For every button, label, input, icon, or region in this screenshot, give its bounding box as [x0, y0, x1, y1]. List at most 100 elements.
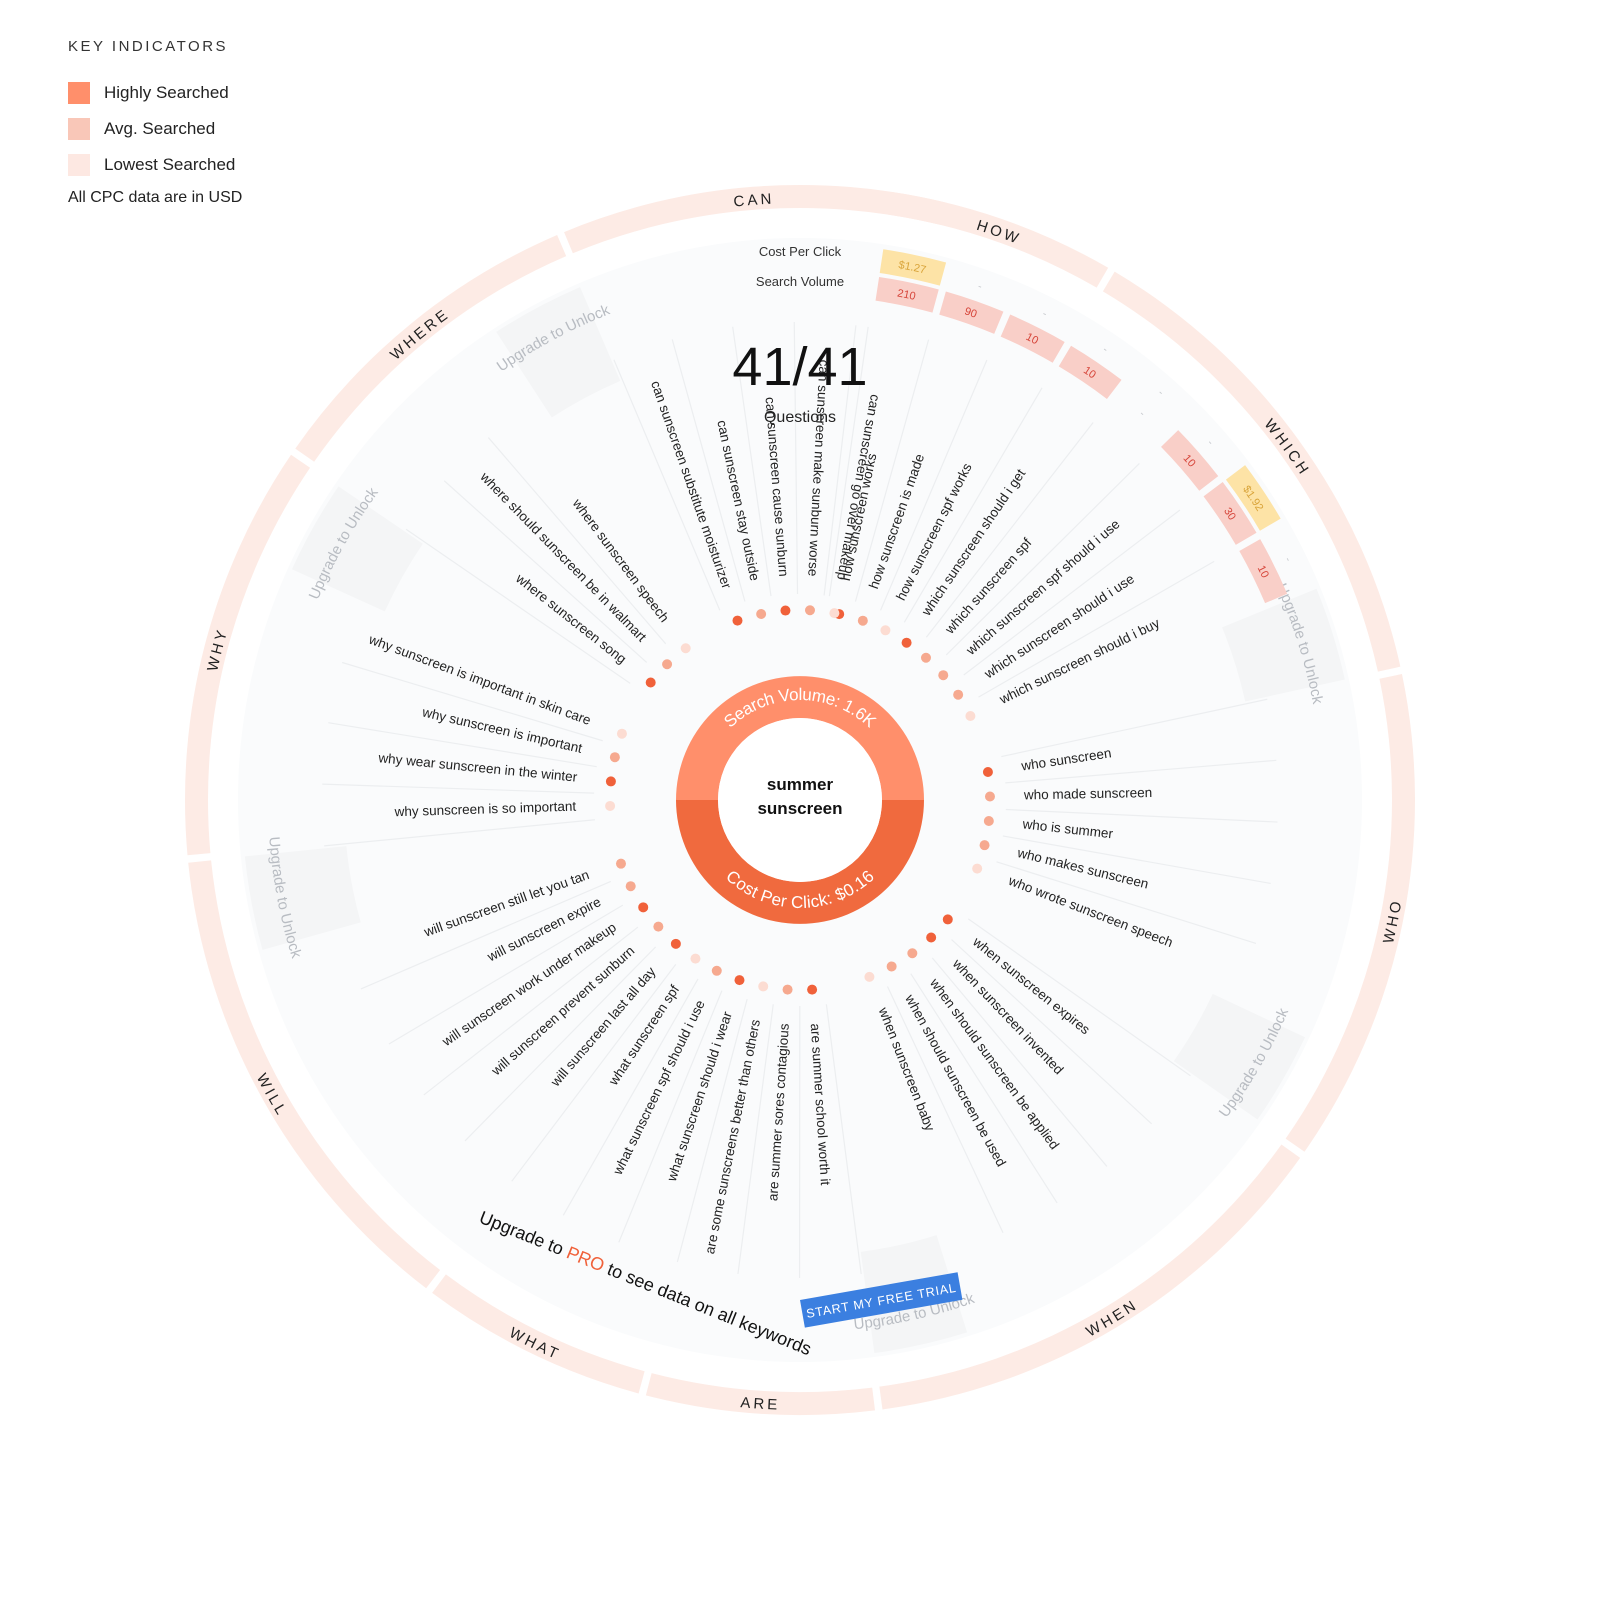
category-label: CAN — [733, 191, 775, 211]
search-volume-badge — [939, 291, 1004, 334]
cpc-value: - — [1204, 437, 1216, 448]
question-separator — [828, 326, 869, 597]
search-level-dot[interactable] — [938, 670, 949, 681]
cpc-value-path: - — [1040, 308, 1049, 321]
search-level-dot[interactable] — [804, 605, 815, 616]
search-level-dot[interactable] — [864, 971, 875, 982]
search-level-dot[interactable] — [886, 961, 897, 972]
cpc-value: $1.27 — [898, 259, 928, 276]
search-level-dot[interactable] — [638, 902, 649, 913]
question-separator — [1005, 759, 1277, 784]
search-level-dot[interactable] — [615, 858, 626, 869]
question-separator — [879, 359, 988, 611]
lowest-searched-swatch — [68, 154, 90, 176]
question-separator — [925, 422, 1094, 638]
category-label: WHERE — [387, 305, 453, 363]
cpc-value-path: $1.27 — [898, 259, 928, 276]
cpc-value: - — [1100, 344, 1110, 356]
search-level-dot[interactable] — [734, 975, 745, 986]
search-level-dot[interactable] — [758, 981, 769, 992]
search-level-dot[interactable] — [670, 938, 681, 949]
search-level-dot[interactable] — [616, 728, 627, 739]
key-indicators-legend: KEY INDICATORS Highly Searched Avg. Sear… — [68, 38, 242, 207]
search-level-dot[interactable] — [982, 767, 993, 778]
search-level-dot[interactable] — [662, 659, 673, 670]
question-separator — [910, 973, 1058, 1204]
search-volume-badge — [1161, 430, 1219, 491]
search-level-dot[interactable] — [920, 652, 931, 663]
question-separator — [388, 904, 624, 1045]
search-level-dot[interactable] — [907, 948, 918, 959]
search-volume-value: 10 — [1255, 564, 1271, 580]
search-volume-ring — [676, 676, 924, 800]
question-label[interactable]: why sunscreen is so important — [393, 799, 576, 820]
search-level-dot[interactable] — [901, 637, 912, 648]
question-separator — [618, 990, 723, 1243]
search-volume-value-path: 210 — [896, 287, 917, 303]
search-level-dot[interactable] — [807, 984, 818, 995]
search-level-dot[interactable] — [625, 881, 636, 892]
search-volume-badge — [875, 276, 939, 313]
question-separator — [854, 339, 930, 602]
locked-panel[interactable] — [1173, 993, 1306, 1120]
search-level-dot[interactable] — [605, 776, 616, 787]
search-level-dot[interactable] — [984, 791, 995, 802]
cost-per-click-ring — [676, 800, 924, 924]
search-volume-badge — [1203, 481, 1257, 545]
legend-title: KEY INDICATORS — [68, 38, 229, 55]
search-level-dot[interactable] — [711, 965, 722, 976]
question-separator — [951, 939, 1153, 1125]
question-separator — [562, 978, 699, 1216]
cpc-value-path: - — [976, 280, 984, 293]
question-separator — [423, 926, 639, 1096]
cpc-header-label: Cost Per Click — [759, 244, 842, 259]
question-separator — [464, 946, 657, 1142]
locked-panel[interactable] — [244, 846, 361, 950]
legend-item-avg-searched: Avg. Searched — [68, 111, 242, 147]
avg-searched-swatch — [68, 118, 90, 140]
locked-panel[interactable] — [1222, 588, 1345, 702]
question-separator — [1005, 808, 1278, 823]
question-count: 41/41 — [732, 337, 867, 397]
question-separator — [324, 819, 596, 847]
search-level-dot[interactable] — [953, 689, 964, 700]
search-level-dot[interactable] — [609, 752, 620, 763]
locked-panel[interactable] — [496, 287, 621, 418]
locked-panel[interactable] — [291, 486, 423, 612]
search-level-dot[interactable] — [979, 840, 990, 851]
category-ring-when — [879, 1144, 1301, 1410]
search-level-dot[interactable] — [780, 605, 791, 616]
category-ring-can — [564, 184, 947, 254]
category-ring-which — [1102, 271, 1401, 672]
search-level-dot[interactable] — [653, 921, 664, 932]
search-level-dot[interactable] — [756, 609, 767, 620]
search-level-dot[interactable] — [732, 615, 743, 626]
search-volume-badge — [1239, 539, 1288, 604]
search-level-dot[interactable] — [782, 984, 793, 995]
search-level-dot[interactable] — [983, 816, 994, 827]
cpc-badge — [879, 249, 947, 286]
search-level-dot[interactable] — [645, 677, 656, 688]
search-volume-value: 10 — [1024, 331, 1040, 347]
search-level-dot[interactable] — [965, 710, 976, 721]
search-level-dot[interactable] — [926, 932, 937, 943]
search-level-dot[interactable] — [690, 953, 701, 964]
question-separator — [967, 918, 1191, 1077]
question-separator — [978, 560, 1215, 698]
search-level-dot[interactable] — [680, 643, 691, 654]
search-level-dot[interactable] — [857, 615, 868, 626]
cpc-value-path: - — [1282, 555, 1295, 564]
category-label-path: CAN — [733, 191, 772, 211]
question-separator — [360, 880, 612, 990]
search-level-dot[interactable] — [942, 914, 953, 925]
search-level-dot[interactable] — [972, 863, 983, 874]
search-volume-badge — [1058, 345, 1122, 399]
start-free-trial-button-bg[interactable] — [800, 1272, 963, 1328]
keyword-line1: summer — [767, 775, 834, 794]
search-level-dot[interactable] — [829, 608, 840, 619]
question-label[interactable]: who made sunscreen — [1023, 785, 1153, 802]
search-level-dot[interactable] — [605, 800, 616, 811]
search-level-dot[interactable] — [880, 625, 891, 636]
question-separator — [328, 722, 597, 768]
